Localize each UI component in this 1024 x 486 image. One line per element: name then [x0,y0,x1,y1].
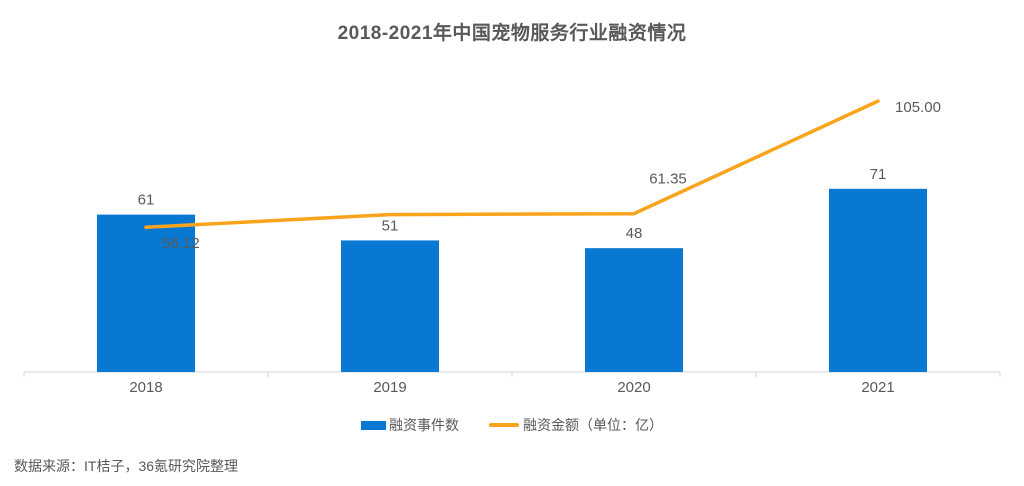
x-axis-label-2021: 2021 [861,379,894,396]
legend: 融资事件数 融资金额（单位：亿） [0,414,1024,436]
bar-swatch-icon [361,420,386,430]
legend-item-bar-series[interactable]: 融资事件数 [361,415,459,435]
bar-value-label: 71 [870,166,887,183]
line-swatch-icon [489,423,519,427]
legend-label-line: 融资金额（单位：亿） [523,417,663,433]
bar-2018[interactable] [97,214,195,372]
line-value-label: 105.00 [895,99,941,116]
bar-2019[interactable] [341,240,439,372]
bar-value-label: 61 [138,192,155,209]
line-value-label: 61.35 [649,171,687,188]
bar-value-label: 48 [626,225,643,242]
legend-label-bar: 融资事件数 [389,417,459,433]
x-axis-label-2020: 2020 [617,379,650,396]
bar-2021[interactable] [829,188,927,372]
line-series[interactable] [144,99,880,229]
x-axis-label-2018: 2018 [129,379,162,396]
data-source-note: 数据来源：IT桔子，36氪研究院整理 [14,458,239,474]
x-axis-label-2019: 2019 [373,379,406,396]
legend-item-line-series[interactable]: 融资金额（单位：亿） [489,415,663,435]
chart-title: 2018-2021年中国宠物服务行业融资情况 [337,23,687,44]
bar-2020[interactable] [585,248,683,372]
bar-value-label: 51 [382,217,399,234]
line-value-label: 56.12 [162,235,200,252]
